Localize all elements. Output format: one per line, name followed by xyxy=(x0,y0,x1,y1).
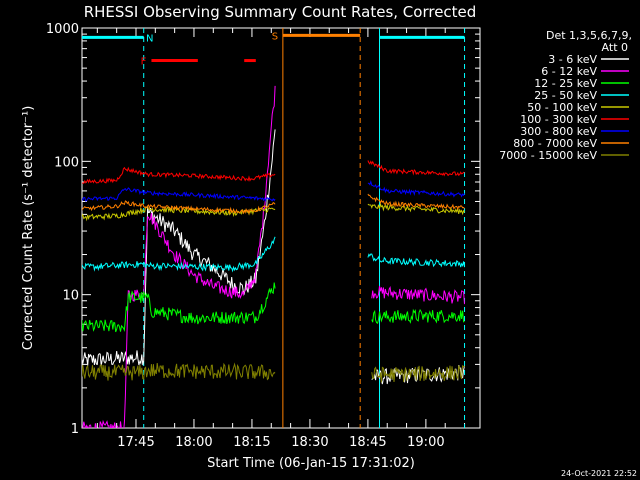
legend-header-det: Det 1,3,5,6,7,9, xyxy=(546,29,632,42)
series-line xyxy=(82,129,276,366)
series-line xyxy=(371,308,465,324)
series-line xyxy=(371,285,465,305)
x-tick-label: 18:15 xyxy=(233,435,270,450)
y-tick-label: 1 xyxy=(71,422,79,437)
x-tick-label: 19:00 xyxy=(407,435,444,450)
y-tick-label: 1000 xyxy=(46,22,79,37)
x-tick-label: 18:30 xyxy=(291,435,328,450)
series-line xyxy=(82,236,276,273)
series-line xyxy=(82,187,276,203)
legend-entry-label: 300 - 800 keV xyxy=(520,125,597,138)
legend-entry-label: 50 - 100 keV xyxy=(527,101,597,114)
axes: 1 10 100 1000 17:45 18:00 18:15 18:30 18:45 19:00 xyxy=(46,22,480,450)
legend-entry-label: 12 - 25 keV xyxy=(534,77,597,90)
legend-entry-label: 100 - 300 keV xyxy=(520,113,597,126)
series-line xyxy=(82,85,276,428)
flag-label: S xyxy=(272,31,278,42)
flag-label: N xyxy=(146,33,153,44)
series-line xyxy=(367,253,465,268)
series-group xyxy=(82,85,465,428)
x-tick-label: 18:00 xyxy=(175,435,212,450)
series-line xyxy=(367,193,465,211)
series-line xyxy=(371,364,465,383)
chart-title: RHESSI Observing Summary Count Rates, Co… xyxy=(84,3,477,21)
series-line xyxy=(367,160,465,177)
y-axis-label: Corrected Count Rate (s⁻¹ detector⁻¹) xyxy=(21,106,36,351)
legend-entry-label: 6 - 12 keV xyxy=(541,65,597,78)
legend-header-att: Att 0 xyxy=(602,41,628,54)
footer-date: 24-Oct-2021 22:52 xyxy=(561,469,637,478)
series-line xyxy=(367,180,465,198)
legend-entry-label: 800 - 7000 keV xyxy=(513,137,597,150)
x-tick-label: 17:45 xyxy=(117,435,154,450)
series-line xyxy=(82,200,276,215)
series-line xyxy=(82,166,276,184)
series-line xyxy=(82,362,276,381)
x-tick-label: 18:45 xyxy=(349,435,386,450)
legend-entry-label: 7000 - 15000 keV xyxy=(499,149,597,162)
legend-entry-label: 3 - 6 keV xyxy=(548,53,597,66)
y-tick-label: 100 xyxy=(54,155,79,170)
series-line xyxy=(367,202,465,216)
legend-entry-label: 25 - 50 keV xyxy=(534,89,597,102)
x-axis-label: Start Time (06-Jan-15 17:31:02) xyxy=(207,456,415,471)
y-tick-label: 10 xyxy=(62,289,79,304)
series-line xyxy=(82,282,276,333)
plot-frame xyxy=(81,27,481,429)
flag-label: F xyxy=(141,57,147,68)
